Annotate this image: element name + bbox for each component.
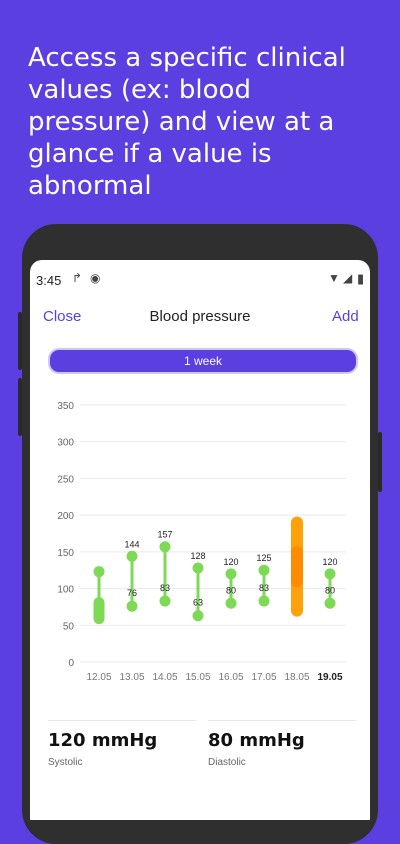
app-notification-icon: ◉	[90, 271, 101, 285]
y-tick-label: 300	[57, 438, 74, 449]
diastolic-label: Diastolic	[208, 757, 246, 768]
nav-bar: Blood pressure Close Add	[30, 308, 370, 332]
systolic-point	[192, 562, 204, 574]
diastolic-point	[159, 595, 171, 607]
divider	[48, 720, 196, 721]
x-tick-label: 18.05	[284, 672, 309, 683]
systolic-point	[93, 566, 105, 578]
systolic-data-label: 125	[256, 553, 271, 563]
diastolic-data-label: 63	[193, 598, 203, 608]
diastolic-value: 80 mmHg	[208, 730, 305, 751]
systolic-point	[258, 564, 270, 576]
diastolic-point	[192, 610, 204, 622]
systolic-point	[159, 541, 171, 553]
app-screen: 3:45 ↱ ◉ ▼ ◢ ▮ Blood pressure Close Add …	[30, 260, 370, 820]
divider	[208, 720, 356, 721]
systolic-label: Systolic	[48, 757, 83, 768]
status-bar: 3:45 ↱ ◉ ▼ ◢ ▮	[30, 260, 370, 300]
y-tick-label: 100	[57, 585, 74, 596]
diastolic-point	[258, 595, 270, 607]
diastolic-point	[324, 597, 336, 609]
systolic-data-label: 144	[124, 539, 139, 549]
diastolic-data-label: 80	[325, 585, 335, 595]
diastolic-value-block: 80 mmHg Diastolic	[208, 730, 305, 768]
x-tick-label: 14.05	[152, 672, 177, 683]
y-tick-label: 250	[57, 474, 74, 485]
diastolic-point	[126, 600, 138, 612]
systolic-data-label: 120	[223, 557, 238, 567]
add-button[interactable]: Add	[332, 308, 359, 325]
x-tick-label: 12.05	[86, 672, 111, 683]
signal-icon: ◢	[343, 271, 353, 285]
y-tick-label: 0	[68, 658, 74, 669]
diastolic-data-label: 83	[160, 583, 170, 593]
x-tick-label: 15.05	[185, 672, 210, 683]
blood-pressure-chart: 0 50 100 150 200 250 300 350 12.05 144 76 13.05 157 8…	[57, 401, 346, 683]
x-tick-label: 17.05	[251, 672, 276, 683]
phone-side-button	[18, 378, 22, 436]
share-icon: ↱	[72, 271, 83, 285]
close-button[interactable]: Close	[43, 308, 82, 325]
diastolic-data-label: 80	[226, 585, 236, 595]
phone-side-button	[18, 312, 22, 370]
battery-icon: ▮	[357, 271, 365, 286]
systolic-point	[225, 568, 237, 580]
systolic-data-label: 120	[322, 557, 337, 567]
page-title: Blood pressure	[149, 308, 251, 325]
y-tick-label: 150	[57, 548, 74, 559]
wifi-icon: ▼	[328, 271, 340, 285]
phone-side-button	[378, 432, 382, 492]
y-tick-label: 350	[57, 401, 74, 412]
systolic-data-label: 157	[157, 530, 172, 540]
headline: Access a specific clinical values (ex: b…	[28, 43, 346, 201]
systolic-point	[324, 568, 336, 580]
range-selector[interactable]: 1 week	[48, 348, 358, 374]
status-time: 3:45	[36, 273, 62, 288]
systolic-value-block: 120 mmHg Systolic	[48, 730, 157, 768]
systolic-value: 120 mmHg	[48, 730, 158, 751]
systolic-point	[126, 550, 138, 562]
systolic-data-label: 128	[190, 551, 205, 561]
x-tick-label: 19.05	[317, 672, 342, 683]
x-tick-label: 16.05	[218, 672, 243, 683]
x-tick-label: 13.05	[119, 672, 144, 683]
diastolic-data-label: 76	[127, 588, 137, 598]
diastolic-data-label: 83	[259, 583, 269, 593]
diastolic-point	[225, 597, 237, 609]
y-tick-label: 200	[57, 511, 74, 522]
y-tick-label: 50	[63, 621, 75, 632]
